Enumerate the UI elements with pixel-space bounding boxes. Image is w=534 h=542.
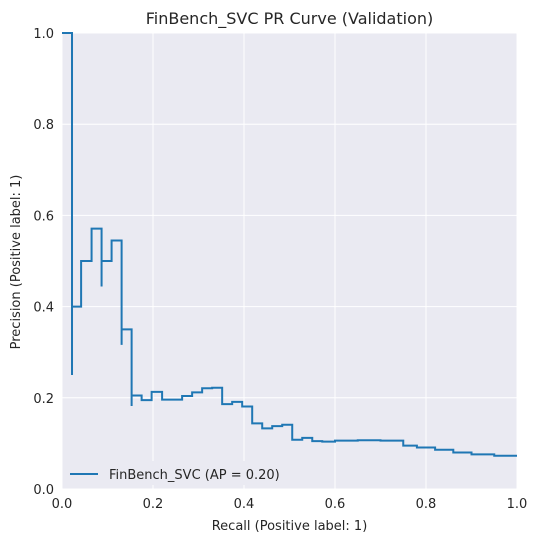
- x-tick-label: 0.8: [416, 497, 437, 512]
- pr-curve-series-line: [62, 32, 517, 457]
- y-tick-label: 0.2: [33, 392, 54, 407]
- grid-lines: [61, 32, 518, 490]
- legend: FinBench_SVC (AP = 0.20): [64, 461, 300, 485]
- y-axis-label: Precision (Positive label: 1): [9, 175, 24, 350]
- legend-series-label: FinBench_SVC (AP = 0.20): [109, 468, 280, 483]
- y-tick-label: 0.4: [33, 301, 54, 316]
- x-tick-label: 0.0: [52, 497, 73, 512]
- plot-background: [62, 33, 517, 489]
- y-tick-labels: 0.0 0.2 0.4 0.6 0.8 1.0: [33, 27, 54, 498]
- y-tick-label: 0.6: [33, 209, 54, 224]
- x-tick-labels: 0.0 0.2 0.4 0.6 0.8 1.0: [52, 497, 528, 512]
- chart-title: FinBench_SVC PR Curve (Validation): [146, 9, 434, 29]
- x-axis-label: Recall (Positive label: 1): [212, 519, 368, 534]
- x-tick-label: 0.2: [143, 497, 164, 512]
- y-tick-label: 0.8: [33, 118, 54, 133]
- series-layer: [62, 32, 517, 457]
- x-tick-label: 0.4: [234, 497, 255, 512]
- x-tick-label: 1.0: [507, 497, 528, 512]
- y-tick-label: 1.0: [33, 27, 54, 42]
- y-tick-label: 0.0: [33, 483, 54, 498]
- x-tick-label: 0.6: [325, 497, 346, 512]
- legend-box: [64, 461, 300, 485]
